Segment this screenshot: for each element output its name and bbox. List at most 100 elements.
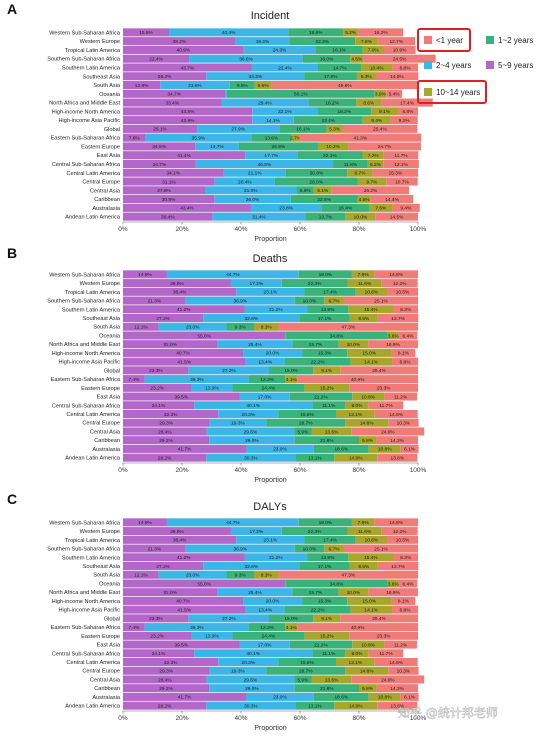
bar-segment-5-9-years <box>123 186 206 195</box>
x-tick-label: 100% <box>410 715 427 722</box>
bar-segment-2-4-years <box>245 357 285 366</box>
bar-segment-1-year <box>377 37 416 46</box>
bar-segment-2-4-years <box>239 392 290 401</box>
data-label: 13.6% <box>391 703 405 709</box>
bar-segment-2-4-years <box>214 177 275 186</box>
bar-segment-1-2-years <box>307 305 349 314</box>
legend-item-1-2-years: 1~2 years <box>486 36 533 45</box>
data-label: 22.2% <box>311 359 325 365</box>
data-label: 23.6% <box>188 83 202 89</box>
data-label: 17.1% <box>318 564 332 570</box>
data-label: 22.4% <box>149 57 163 63</box>
category-label: Western Sub-Saharan Africa <box>49 520 121 526</box>
data-label: 41.2% <box>177 555 191 561</box>
category-label: Andean Latin America <box>65 456 121 462</box>
data-label: 25.1% <box>374 298 388 304</box>
bar-segment-10-14-years <box>359 684 377 693</box>
bar-segment-1-2-years <box>302 348 348 357</box>
bar-segment-10-14-years <box>253 570 279 579</box>
category-label: Southeast Asia <box>83 316 121 322</box>
bar-segment-10-14-years <box>351 270 375 279</box>
bar-segment-5-9-years <box>123 375 145 384</box>
data-label: 30.3% <box>244 703 258 709</box>
bar-segment-1-year <box>398 579 418 588</box>
x-tick-label: 0% <box>118 467 128 474</box>
bar-segment-10-14-years <box>362 116 391 125</box>
bar-row-oceania: Oceania 55.0% 34.8% 3.6% 6.4% <box>99 331 418 340</box>
data-label: 49.8% <box>338 83 352 89</box>
bar-segment-1-2-years <box>284 357 351 366</box>
data-label: 23.0% <box>273 447 287 453</box>
bar-segment-10-14-years <box>335 409 375 419</box>
bar-segment-1-2-years <box>279 124 327 133</box>
data-label: 14.7% <box>333 65 347 71</box>
category-label: Central Asia <box>90 429 121 435</box>
bar-segment-1-year <box>391 596 416 605</box>
data-label: 8.6% <box>363 100 375 106</box>
category-label: East Asia <box>97 153 121 159</box>
bar-segment-5-9-years <box>123 579 286 588</box>
data-label: 14.6% <box>349 703 363 709</box>
bar-segment-1-year <box>381 527 418 536</box>
data-label: 22.1% <box>323 153 337 159</box>
data-label: 3.9% <box>375 92 387 98</box>
data-label: 8.3% <box>261 325 273 331</box>
data-label: 22.1% <box>278 109 292 115</box>
data-label: 17.4% <box>323 290 337 296</box>
data-label: 10.5% <box>396 290 410 296</box>
category-label: Caribbean <box>94 438 120 444</box>
data-label: 43.8% <box>181 118 195 124</box>
data-label: 8.3% <box>400 555 412 561</box>
bar-segment-5-9-years <box>123 159 196 169</box>
x-tick-label: 40% <box>234 467 247 474</box>
bar-segment-10-14-years <box>311 675 352 684</box>
bar-segment-1-year <box>297 375 418 384</box>
data-label: 25.4% <box>248 342 262 348</box>
data-label: 40.1% <box>246 403 260 409</box>
bar-row-eastern-europe: Eastern Europe 24.5% 14.7% 26.9% 10.2% 24.7% <box>81 142 421 151</box>
bar-segment-10-14-years <box>345 649 369 658</box>
bar-segment-10-14-years <box>345 418 389 427</box>
data-label: 14.1% <box>364 359 378 365</box>
bar-row-andean-latin-america: Andean Latin America 30.4% 31.4% 13.7% 10.0%… <box>65 212 418 221</box>
data-label: 8.8% <box>400 65 412 71</box>
category-label: Southern Latin America <box>62 307 121 313</box>
bar-row-central-asia: Central Asia 27.8% 31.0% 5.9% 6.1% 26.2% <box>90 186 410 195</box>
bar-segment-5-9-years <box>123 177 215 186</box>
bar-row-high-income-north-america: High-income North America 40.7% 20.0% 15.3%… <box>52 596 416 605</box>
bar-segment-10-14-years <box>367 159 384 169</box>
data-label: 36.9% <box>233 546 247 552</box>
bar-segment-1-2-years <box>248 375 286 384</box>
data-label: 12.7% <box>390 39 404 45</box>
bar-segment-1-2-years <box>251 133 292 142</box>
data-label: 11.7% <box>379 403 393 409</box>
data-label: 50.1% <box>294 92 308 98</box>
category-label: Eastern Sub-Saharan Africa <box>51 377 121 383</box>
bar-row-south-asia: South Asia 12.6% 23.6% 8.5% 5.6% 49.8% <box>93 80 419 90</box>
bar-segment-5-9-years <box>123 287 237 296</box>
data-label: 13.6% <box>325 677 339 683</box>
data-label: 20.8% <box>310 171 324 177</box>
bar-segment-1-year <box>278 322 418 331</box>
bar-segment-1-year <box>351 427 425 436</box>
data-label: 22.3% <box>315 39 329 45</box>
bar-segment-1-year <box>340 366 418 375</box>
bar-segment-1-year <box>376 684 418 693</box>
bar-segment-10-14-years <box>313 366 341 375</box>
data-label: 14.8% <box>389 272 403 278</box>
legend-swatch <box>424 36 432 44</box>
bar-segment-2-4-years <box>205 186 297 195</box>
category-label: Western Europe <box>80 529 120 535</box>
data-label: 10.3% <box>397 421 411 427</box>
bar-segment-5-9-years <box>123 63 252 72</box>
highlight-box-lt1-year <box>417 28 471 52</box>
category-label: Western Europe <box>80 281 120 287</box>
category-label: Australasia <box>92 695 121 701</box>
x-tick-label: 20% <box>175 467 188 474</box>
bar-segment-1-2-years <box>315 45 363 54</box>
bar-segment-1-year <box>343 544 419 553</box>
category-label: Caribbean <box>94 197 120 203</box>
data-label: 21.8% <box>320 686 334 692</box>
bar-segment-1-year <box>374 270 418 279</box>
data-label: 40.9% <box>177 48 191 54</box>
